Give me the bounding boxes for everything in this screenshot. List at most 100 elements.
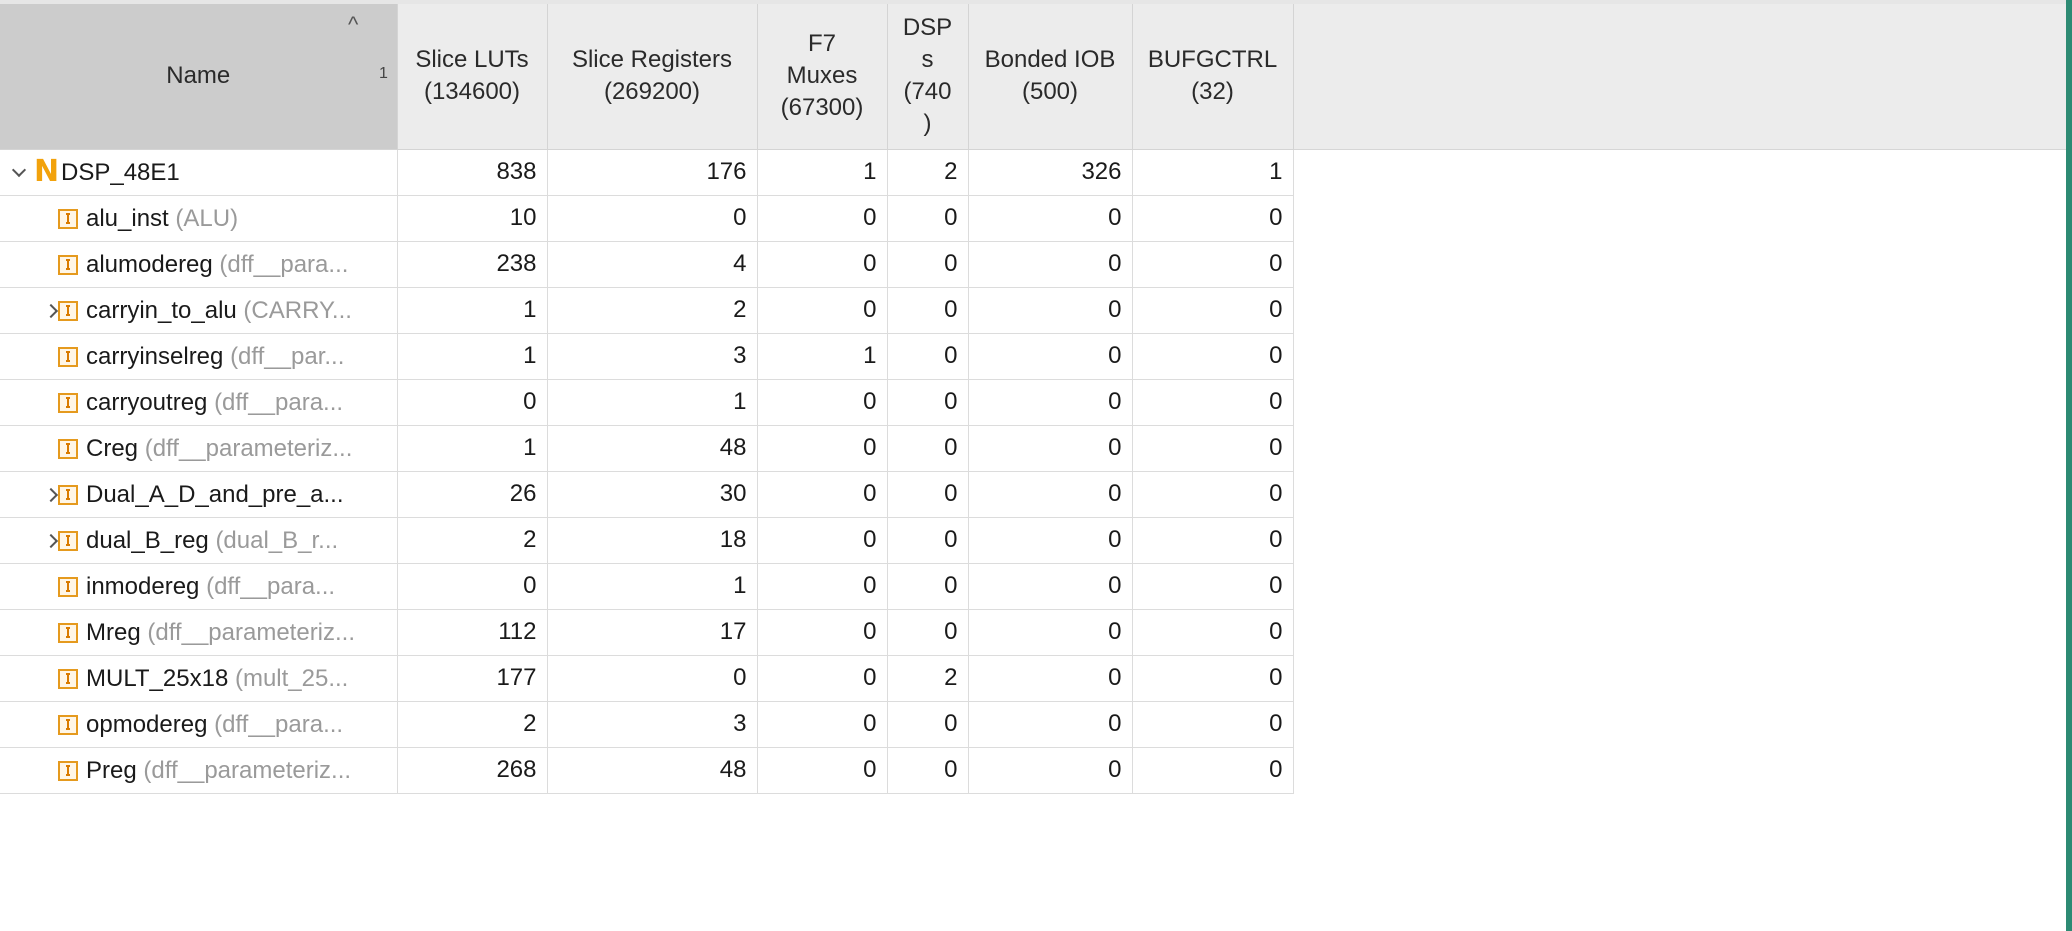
value-cell-f7: 0 (757, 471, 888, 518)
instance-name: inmodereg (dff__para... (86, 564, 335, 609)
value-cell-f7: 0 (757, 655, 888, 702)
instance-icon (58, 254, 78, 275)
table-row[interactable]: carryinselreg (dff__par... 1 3 1 0 0 0 (0, 333, 1294, 380)
name-cell[interactable]: Creg (dff__parameteriz... (0, 425, 398, 472)
instance-label: opmodereg (86, 710, 208, 738)
column-header-line: (32) (1191, 78, 1234, 106)
value-cell-iob: 0 (968, 563, 1133, 610)
table-row[interactable]: alumodereg (dff__para... 238 4 0 0 0 0 (0, 241, 1294, 288)
value-cell-f7: 0 (757, 241, 888, 288)
vertical-scrollbar[interactable] (2066, 0, 2072, 931)
value-cell-f7: 0 (757, 195, 888, 242)
netlist-icon: N (34, 153, 60, 189)
value-cell-regs: 3 (547, 701, 758, 748)
value-cell-iob: 0 (968, 287, 1133, 334)
value-cell-f7: 0 (757, 563, 888, 610)
name-cell[interactable]: MULT_25x18 (mult_25... (0, 655, 398, 702)
value-cell-f7: 0 (757, 701, 888, 748)
table-row[interactable]: Creg (dff__parameteriz... 1 48 0 0 0 0 (0, 425, 1294, 472)
instance-type: (ALU) (175, 204, 239, 232)
column-header-bufg[interactable]: BUFGCTRL (32) (1132, 4, 1294, 150)
value-cell-regs: 1 (547, 379, 758, 426)
table-row[interactable]: N DSP_48E1 838 176 1 2 326 1 (0, 149, 1294, 196)
instance-label: Dual_A_D_and_pre_a... (86, 480, 344, 508)
table-row[interactable]: Mreg (dff__parameteriz... 112 17 0 0 0 0 (0, 609, 1294, 656)
value-cell-bufg: 0 (1132, 747, 1294, 794)
value-cell-iob: 0 (968, 655, 1133, 702)
value-cell-bufg: 0 (1132, 195, 1294, 242)
value-cell-luts: 1 (397, 287, 548, 334)
instance-label: Preg (86, 756, 137, 784)
value-cell-f7: 0 (757, 609, 888, 656)
column-header-line: DSP (902, 14, 953, 42)
instance-label: carryin_to_alu (86, 296, 237, 324)
value-cell-luts: 1 (397, 425, 548, 472)
value-cell-regs: 18 (547, 517, 758, 564)
value-cell-regs: 4 (547, 241, 758, 288)
value-cell-bufg: 0 (1132, 517, 1294, 564)
instance-name: Preg (dff__parameteriz... (86, 748, 351, 793)
name-cell[interactable]: carryinselreg (dff__par... (0, 333, 398, 380)
instance-name: Dual_A_D_and_pre_a... (86, 472, 344, 517)
table-row[interactable]: inmodereg (dff__para... 0 1 0 0 0 0 (0, 563, 1294, 610)
name-cell[interactable]: carryoutreg (dff__para... (0, 379, 398, 426)
value-cell-luts: 2 (397, 517, 548, 564)
column-header-regs[interactable]: Slice Registers (269200) (547, 4, 758, 150)
name-cell[interactable]: dual_B_reg (dual_B_r... (0, 517, 398, 564)
value-cell-f7: 0 (757, 379, 888, 426)
value-cell-dsps: 0 (887, 471, 969, 518)
value-cell-bufg: 0 (1132, 609, 1294, 656)
value-cell-regs: 0 (547, 655, 758, 702)
column-header-luts[interactable]: Slice LUTs (134600) (397, 4, 548, 150)
table-row[interactable]: carryoutreg (dff__para... 0 1 0 0 0 0 (0, 379, 1294, 426)
name-cell[interactable]: alu_inst (ALU) (0, 195, 398, 242)
table-row[interactable]: carryin_to_alu (CARRY... 1 2 0 0 0 0 (0, 287, 1294, 334)
name-cell[interactable]: Dual_A_D_and_pre_a... (0, 471, 398, 518)
column-header-line: (134600) (423, 78, 521, 106)
value-cell-regs: 1 (547, 563, 758, 610)
instance-type: (dff__parameteriz... (147, 618, 356, 646)
instance-icon (58, 300, 78, 321)
value-cell-dsps: 0 (887, 379, 969, 426)
table-row[interactable]: opmodereg (dff__para... 2 3 0 0 0 0 (0, 701, 1294, 748)
name-cell[interactable]: Mreg (dff__parameteriz... (0, 609, 398, 656)
name-cell[interactable]: alumodereg (dff__para... (0, 241, 398, 288)
instance-name: MULT_25x18 (mult_25... (86, 656, 348, 701)
value-cell-iob: 0 (968, 471, 1133, 518)
name-cell[interactable]: N DSP_48E1 (0, 149, 398, 196)
column-header-iob[interactable]: Bonded IOB (500) (968, 4, 1133, 150)
value-cell-luts: 0 (397, 563, 548, 610)
instance-label: carryinselreg (86, 342, 224, 370)
instance-label: MULT_25x18 (86, 664, 229, 692)
value-cell-dsps: 0 (887, 701, 969, 748)
chevron-down-icon[interactable] (8, 150, 30, 195)
value-cell-iob: 0 (968, 609, 1133, 656)
column-header-f7[interactable]: F7 Muxes (67300) (757, 4, 888, 150)
value-cell-luts: 177 (397, 655, 548, 702)
table-row[interactable]: MULT_25x18 (mult_25... 177 0 0 2 0 0 (0, 655, 1294, 702)
value-cell-iob: 0 (968, 195, 1133, 242)
table-row[interactable]: dual_B_reg (dual_B_r... 2 18 0 0 0 0 (0, 517, 1294, 564)
sort-ascending-icon[interactable]: ^ (348, 12, 359, 37)
name-cell[interactable]: inmodereg (dff__para... (0, 563, 398, 610)
instance-type: (dff__para... (214, 388, 344, 416)
column-header-name[interactable]: ^ Name 1 (0, 4, 398, 150)
instance-icon (58, 576, 78, 597)
value-cell-regs: 48 (547, 425, 758, 472)
table-row[interactable]: Preg (dff__parameteriz... 268 48 0 0 0 0 (0, 747, 1294, 794)
table-row[interactable]: alu_inst (ALU) 10 0 0 0 0 0 (0, 195, 1294, 242)
name-cell[interactable]: opmodereg (dff__para... (0, 701, 398, 748)
value-cell-iob: 0 (968, 241, 1133, 288)
value-cell-bufg: 1 (1132, 149, 1294, 196)
value-cell-dsps: 0 (887, 241, 969, 288)
value-cell-regs: 0 (547, 195, 758, 242)
table-row[interactable]: Dual_A_D_and_pre_a... 26 30 0 0 0 0 (0, 471, 1294, 518)
instance-icon (58, 346, 78, 367)
column-header-dsps[interactable]: DSP s (740) (887, 4, 969, 150)
value-cell-iob: 0 (968, 747, 1133, 794)
instance-label: DSP_48E1 (61, 158, 180, 186)
name-cell[interactable]: Preg (dff__parameteriz... (0, 747, 398, 794)
name-cell[interactable]: carryin_to_alu (CARRY... (0, 287, 398, 334)
value-cell-regs: 3 (547, 333, 758, 380)
